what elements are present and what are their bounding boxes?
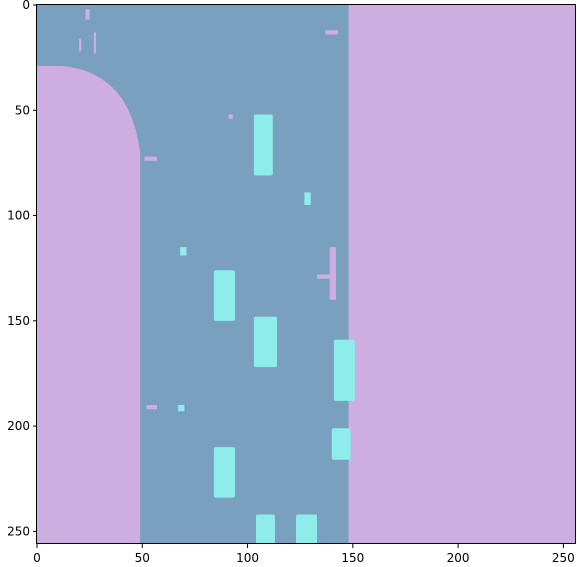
car-speck	[180, 247, 187, 256]
car-segment	[213, 270, 235, 321]
segmentation-image	[37, 5, 576, 544]
car-segment	[331, 428, 351, 460]
car-speck	[304, 192, 311, 206]
noise-speck	[317, 274, 330, 279]
car-segment	[333, 339, 355, 401]
car-segment	[295, 514, 318, 544]
car-segment	[253, 114, 273, 176]
noise-speck	[228, 114, 233, 119]
noise-speck	[325, 30, 339, 35]
car-segment	[253, 316, 278, 368]
noise-speck	[79, 38, 82, 52]
y-tick-label: 50	[15, 103, 30, 117]
x-tick-label: 150	[341, 551, 364, 565]
y-tick-label: 0	[22, 0, 30, 12]
car-speck	[178, 405, 185, 412]
building-region-left	[37, 66, 141, 544]
x-tick-label: 200	[447, 551, 470, 565]
y-axis: 0 50 100 150 200 250	[7, 0, 37, 538]
x-axis: 0 50 100 150 200 250	[33, 544, 575, 565]
noise-speck	[146, 405, 158, 410]
noise-speck	[85, 9, 90, 20]
y-tick-label: 250	[7, 524, 30, 538]
x-tick-label: 0	[33, 551, 41, 565]
noise-speck	[144, 156, 158, 161]
y-tick-label: 100	[7, 209, 30, 223]
car-segment	[255, 514, 275, 544]
car-segment	[213, 447, 235, 498]
x-tick-label: 250	[552, 551, 575, 565]
building-region-right	[348, 5, 576, 544]
x-tick-label: 100	[236, 551, 259, 565]
noise-speck	[93, 32, 96, 54]
axes-frame	[36, 4, 576, 544]
x-tick-label: 50	[135, 551, 150, 565]
noise-speck	[329, 247, 336, 300]
y-tick-label: 200	[7, 419, 30, 433]
y-tick-label: 150	[7, 314, 30, 328]
